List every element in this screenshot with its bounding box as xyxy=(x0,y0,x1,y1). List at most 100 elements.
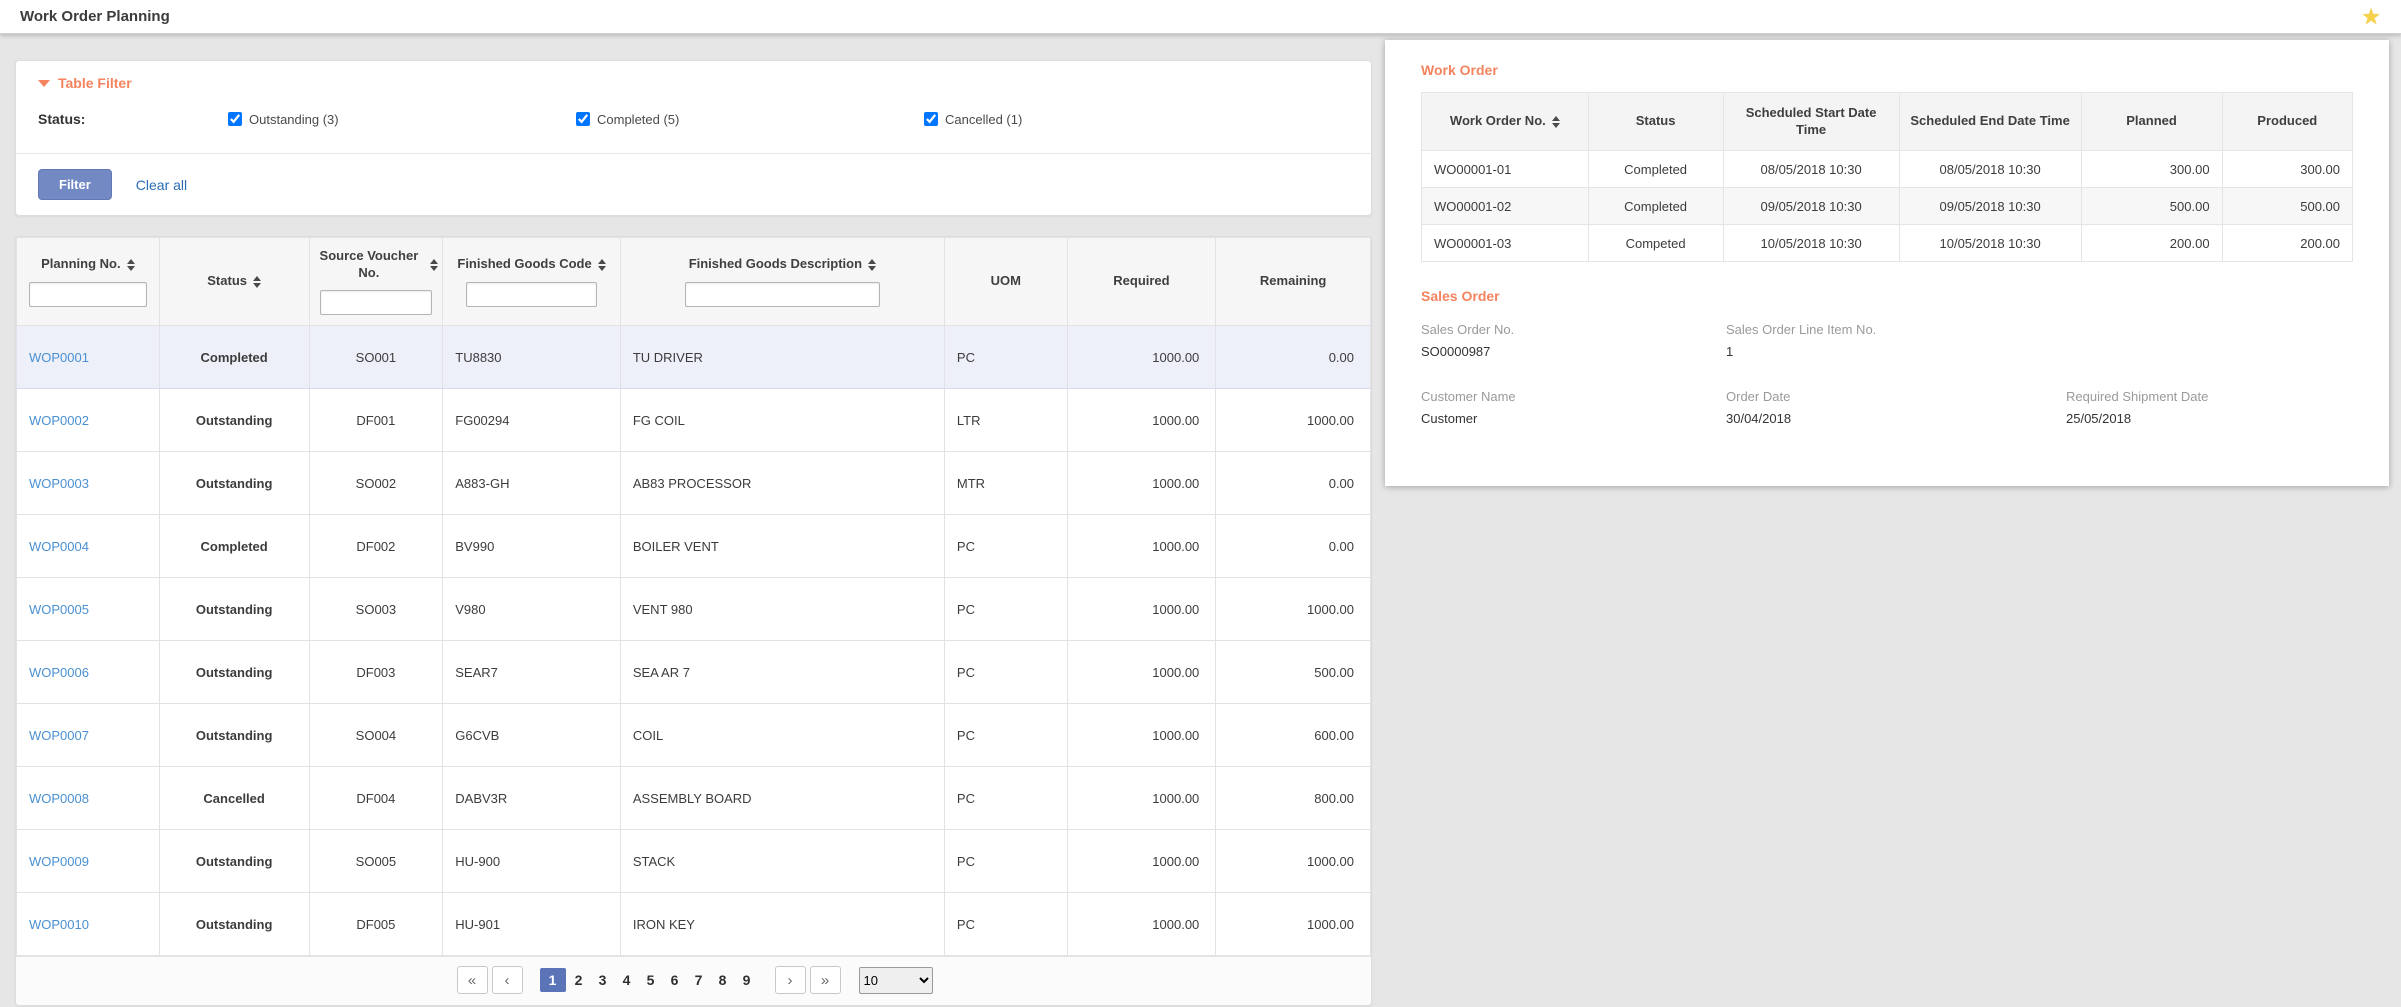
spacer xyxy=(2066,322,2346,359)
filter-button[interactable]: Filter xyxy=(38,169,112,200)
cell-remaining: 1000.00 xyxy=(1215,829,1371,893)
cancelled-checkbox[interactable] xyxy=(924,112,938,126)
status-option-outstanding: Outstanding (3) xyxy=(228,112,576,127)
cell-remaining: 0.00 xyxy=(1215,451,1371,515)
cell-status: Outstanding xyxy=(158,451,310,515)
planning-no-link[interactable]: WOP0008 xyxy=(29,790,89,806)
table-row[interactable]: WOP0005 Outstanding SO003 V980 VENT 980 … xyxy=(16,577,1371,641)
outstanding-checkbox[interactable] xyxy=(228,112,242,126)
order-date-value: 30/04/2018 xyxy=(1726,411,1792,426)
page-number-2[interactable]: 2 xyxy=(574,972,583,988)
cell-uom: PC xyxy=(943,703,1068,767)
table-row[interactable]: WOP0006 Outstanding DF003 SEAR7 SEA AR 7… xyxy=(16,640,1371,704)
page-number-5[interactable]: 5 xyxy=(646,972,655,988)
cell-source-voucher: SO003 xyxy=(308,577,444,641)
table-row[interactable]: WOP0002 Outstanding DF001 FG00294 FG COI… xyxy=(16,388,1371,452)
completed-label: Completed (5) xyxy=(597,111,680,127)
planning-no-link[interactable]: WOP0003 xyxy=(29,475,89,491)
col-header-wo-status: Status xyxy=(1587,92,1724,151)
caret-down-icon xyxy=(38,79,50,87)
cell-source-voucher: SO004 xyxy=(308,703,444,767)
goods-code-filter-input[interactable] xyxy=(465,281,598,307)
cell-remaining: 0.00 xyxy=(1215,514,1371,578)
page-number-1[interactable]: 1 xyxy=(539,968,566,992)
goods-description-filter-input[interactable] xyxy=(684,281,881,307)
source-voucher-filter-input[interactable] xyxy=(319,289,433,315)
star-icon[interactable]: ★ xyxy=(2361,3,2381,29)
table-row[interactable]: WOP0007 Outstanding SO004 G6CVB COIL PC … xyxy=(16,703,1371,767)
sales-order-line-item-field: Sales Order Line Item No. 1 xyxy=(1726,322,2066,359)
cell-wo-status: Completed xyxy=(1587,150,1724,188)
cell-planning-no: WOP0005 xyxy=(16,577,160,641)
cell-sched-start: 09/05/2018 10:30 xyxy=(1722,187,1900,225)
cell-planning-no: WOP0010 xyxy=(16,892,160,956)
status-option-cancelled: Cancelled (1) xyxy=(924,112,1272,127)
planning-no-link[interactable]: WOP0007 xyxy=(29,727,89,743)
cell-uom: PC xyxy=(943,640,1068,704)
page-number-8[interactable]: 8 xyxy=(718,972,727,988)
col-label-goods-description: Finished Goods Description xyxy=(688,256,863,272)
cell-sched-end: 09/05/2018 10:30 xyxy=(1898,187,2082,225)
col-header-work-order-no[interactable]: Work Order No. xyxy=(1421,92,1589,151)
sort-arrows-icon[interactable] xyxy=(253,275,261,288)
col-header-source-voucher[interactable]: Source Voucher No. xyxy=(308,237,444,326)
last-page-button[interactable]: » xyxy=(809,966,841,994)
cell-goods-code: BV990 xyxy=(442,514,621,578)
cell-wo-status: Competed xyxy=(1587,224,1724,262)
cell-status: Outstanding xyxy=(158,640,310,704)
planning-table: Planning No. Status Source Voucher No. xyxy=(16,237,1371,956)
completed-checkbox[interactable] xyxy=(576,112,590,126)
cell-uom: PC xyxy=(943,766,1068,830)
col-label-remaining: Remaining xyxy=(1259,273,1327,289)
table-row[interactable]: WOP0010 Outstanding DF005 HU-901 IRON KE… xyxy=(16,892,1371,956)
col-header-goods-description[interactable]: Finished Goods Description xyxy=(619,237,945,326)
col-label-work-order-no: Work Order No. xyxy=(1449,113,1546,129)
col-header-status[interactable]: Status xyxy=(158,237,310,326)
page-number-6[interactable]: 6 xyxy=(670,972,679,988)
first-page-button[interactable]: « xyxy=(456,966,488,994)
planning-no-link[interactable]: WOP0005 xyxy=(29,601,89,617)
cell-uom: PC xyxy=(943,514,1068,578)
col-header-goods-code[interactable]: Finished Goods Code xyxy=(442,237,621,326)
cell-goods-description: AB83 PROCESSOR xyxy=(619,451,945,515)
col-header-planning-no[interactable]: Planning No. xyxy=(16,237,160,326)
planning-no-link[interactable]: WOP0002 xyxy=(29,412,89,428)
table-row[interactable]: WOP0001 Completed SO001 TU8830 TU DRIVER… xyxy=(16,325,1371,389)
sort-arrows-icon[interactable] xyxy=(430,258,439,271)
planning-no-link[interactable]: WOP0006 xyxy=(29,664,89,680)
page-number-3[interactable]: 3 xyxy=(598,972,607,988)
cell-goods-code: HU-900 xyxy=(442,829,621,893)
planning-no-link[interactable]: WOP0001 xyxy=(29,349,89,365)
table-row[interactable]: WOP0009 Outstanding SO005 HU-900 STACK P… xyxy=(16,829,1371,893)
cell-work-order-no: WO00001-03 xyxy=(1421,224,1589,262)
planning-no-filter-input[interactable] xyxy=(29,281,147,307)
sort-arrows-icon[interactable] xyxy=(597,258,606,271)
prev-page-button[interactable]: ‹ xyxy=(491,966,523,994)
sort-arrows-icon[interactable] xyxy=(126,258,135,271)
next-page-button[interactable]: › xyxy=(774,966,806,994)
sort-arrows-icon[interactable] xyxy=(1551,115,1560,128)
cell-uom: PC xyxy=(943,892,1068,956)
cell-goods-code: FG00294 xyxy=(442,388,621,452)
cell-goods-description: COIL xyxy=(619,703,945,767)
cell-planning-no: WOP0003 xyxy=(16,451,160,515)
planning-no-link[interactable]: WOP0010 xyxy=(29,916,89,932)
page-number-7[interactable]: 7 xyxy=(694,972,703,988)
cell-status: Outstanding xyxy=(158,577,310,641)
planning-no-link[interactable]: WOP0009 xyxy=(29,853,89,869)
clear-all-link[interactable]: Clear all xyxy=(135,176,188,193)
table-row[interactable]: WOP0008 Cancelled DF004 DABV3R ASSEMBLY … xyxy=(16,766,1371,830)
required-shipment-date-field: Required Shipment Date 25/05/2018 xyxy=(2066,389,2346,426)
cell-required: 1000.00 xyxy=(1066,892,1217,956)
sort-arrows-icon[interactable] xyxy=(868,258,877,271)
table-row[interactable]: WOP0003 Outstanding SO002 A883-GH AB83 P… xyxy=(16,451,1371,515)
table-row[interactable]: WOP0004 Completed DF002 BV990 BOILER VEN… xyxy=(16,514,1371,578)
page-number-9[interactable]: 9 xyxy=(742,972,751,988)
outstanding-label: Outstanding (3) xyxy=(249,111,339,127)
col-header-sched-start: Scheduled Start Date Time xyxy=(1722,92,1900,151)
table-filter-header[interactable]: Table Filter xyxy=(16,61,1371,95)
planning-no-link[interactable]: WOP0004 xyxy=(29,538,89,554)
page-number-4[interactable]: 4 xyxy=(622,972,631,988)
page-size-select[interactable]: 10 xyxy=(858,966,933,994)
cell-wo-status: Completed xyxy=(1587,187,1724,225)
